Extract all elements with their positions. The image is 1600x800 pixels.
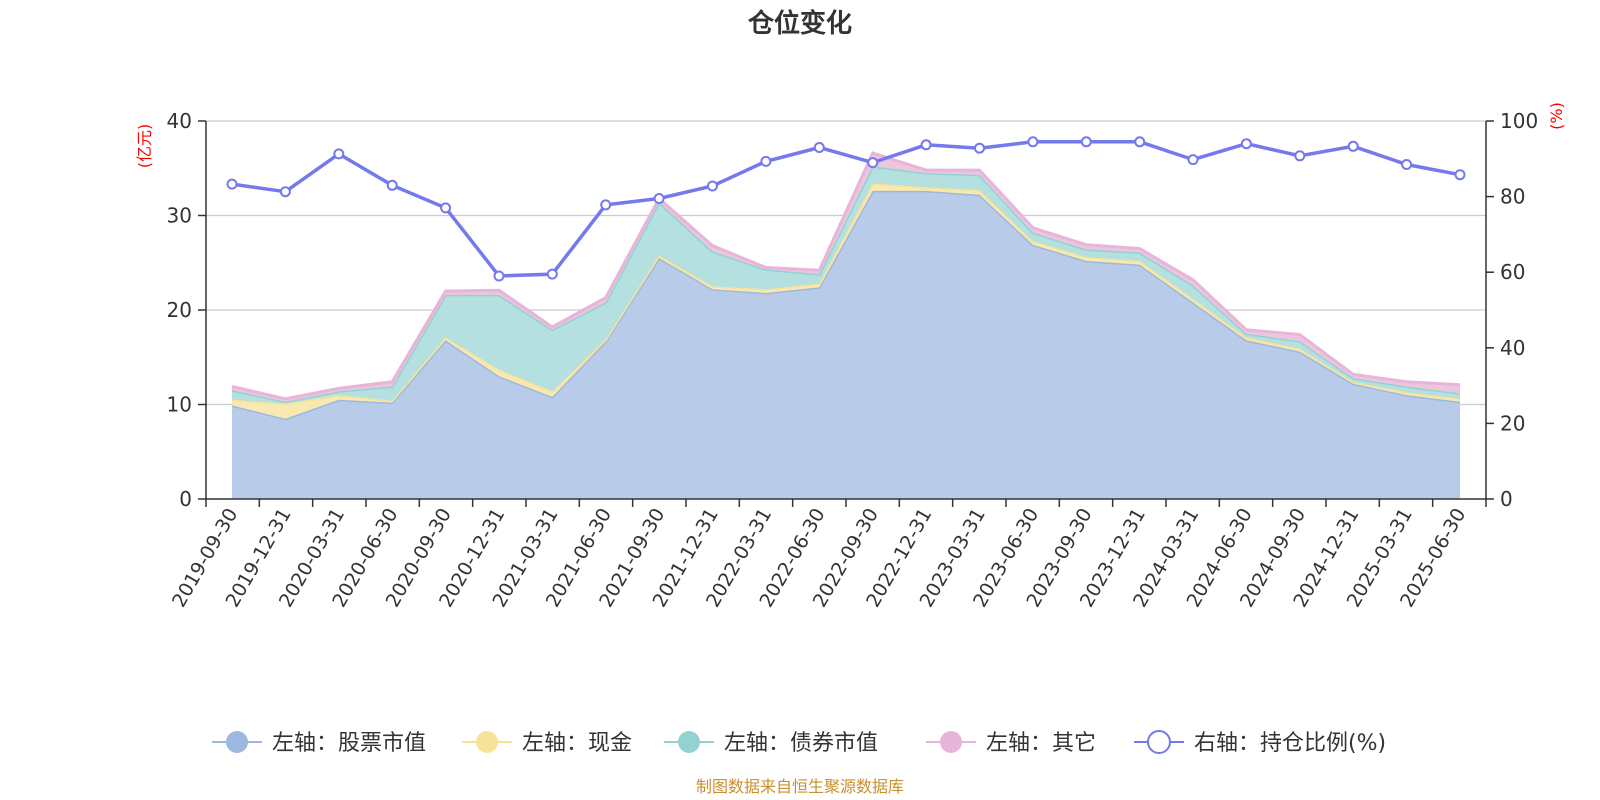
right-tick-label: 20 xyxy=(1500,411,1525,435)
ratio-point xyxy=(386,179,398,191)
ratio-point xyxy=(1080,136,1092,148)
ratio-point xyxy=(1347,140,1359,152)
area-edge-series-3 xyxy=(231,151,1461,401)
ratio-point xyxy=(1187,154,1199,166)
stacked-areas xyxy=(231,151,1461,499)
area-series-2 xyxy=(232,166,1460,404)
ratio-line-path xyxy=(231,140,1461,278)
ratio-point xyxy=(760,155,772,167)
legend: 左轴：股票市值 左轴：现金 左轴：债券市值 左轴：其它 右轴：持仓比例(%) xyxy=(212,730,1386,756)
right-tick-label: 100 xyxy=(1500,109,1538,133)
ratio-point xyxy=(974,142,985,154)
area-series-0 xyxy=(232,190,1460,499)
data-source-note: 制图数据来自恒生聚源数据库 xyxy=(696,777,904,796)
legend-marker-icon xyxy=(678,731,700,753)
right-tick-label: 0 xyxy=(1500,487,1513,511)
left-tick-label: 10 xyxy=(167,393,192,417)
ratio-point xyxy=(1401,159,1413,170)
ratio-point xyxy=(653,193,665,204)
ratio-point xyxy=(707,180,718,192)
ratio-point xyxy=(333,148,345,160)
chart-title: 仓位变化 xyxy=(747,8,852,39)
left-tick-label: 0 xyxy=(179,487,192,511)
ratio-point xyxy=(1294,150,1306,162)
legend-label: 左轴：其它 xyxy=(986,731,1096,756)
ratio-point xyxy=(493,270,505,282)
left-axis-unit: (亿元) xyxy=(135,124,154,169)
right-tick-label: 40 xyxy=(1500,336,1525,360)
left-tick-label: 30 xyxy=(167,204,192,228)
ratio-point xyxy=(813,142,825,153)
ratio-point xyxy=(279,186,291,198)
right-tick-label: 80 xyxy=(1500,185,1525,209)
ratio-point xyxy=(1027,136,1039,148)
ratio-point xyxy=(1240,138,1252,150)
legend-label: 左轴：股票市值 xyxy=(272,731,426,756)
ratio-point xyxy=(867,157,879,169)
ratio-point xyxy=(440,202,452,214)
ratio-point xyxy=(226,178,238,190)
position-ratio-line xyxy=(226,136,1466,282)
right-tick-label: 60 xyxy=(1500,260,1525,284)
ratio-point xyxy=(546,268,558,280)
ratio-point xyxy=(920,139,932,151)
legend-marker-icon xyxy=(1147,730,1171,754)
legend-label: 左轴：债券市值 xyxy=(724,731,878,756)
legend-marker-icon xyxy=(940,731,962,753)
ratio-point xyxy=(600,199,612,211)
left-tick-label: 40 xyxy=(167,109,192,133)
legend-label: 右轴：持仓比例(%) xyxy=(1194,731,1386,756)
legend-label: 左轴：现金 xyxy=(522,731,632,756)
ratio-point xyxy=(1454,169,1466,181)
right-axis-unit: (%) xyxy=(1547,102,1566,130)
legend-marker-icon xyxy=(226,731,248,753)
left-tick-label: 20 xyxy=(167,298,192,322)
ratio-point xyxy=(1134,136,1146,148)
legend-marker-icon xyxy=(476,731,498,753)
